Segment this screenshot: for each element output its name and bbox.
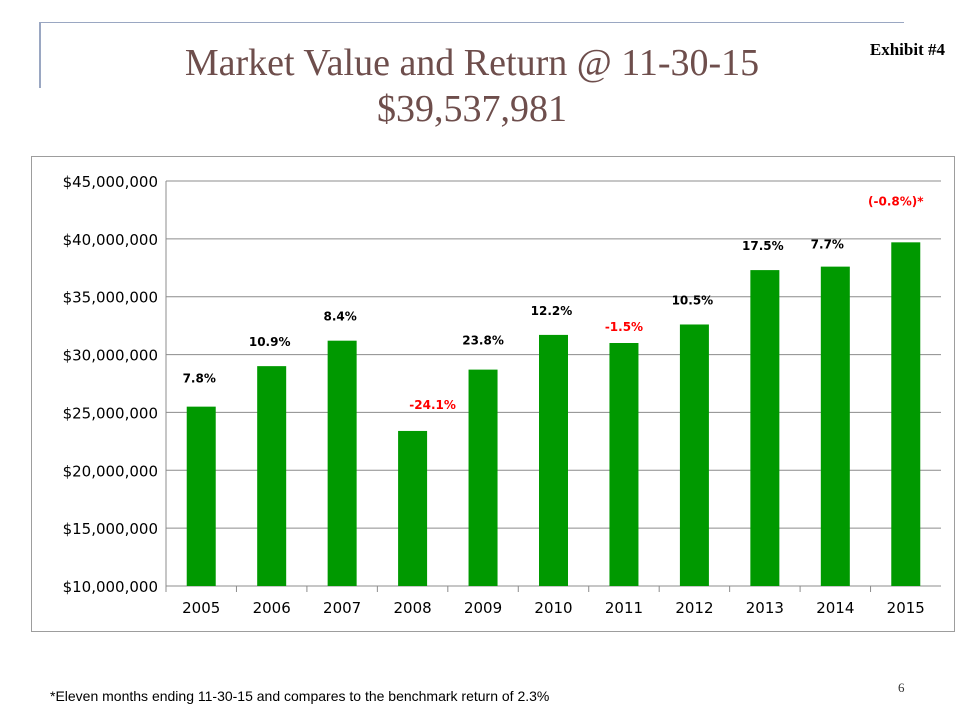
title-line-1: Market Value and Return @ 11-30-15 xyxy=(184,42,760,84)
slide-frame-left xyxy=(39,22,41,88)
y-tick-label: $20,000,000 xyxy=(63,462,158,480)
data-label-2010: 12.2% xyxy=(531,304,573,318)
bar-2013 xyxy=(750,270,780,586)
slide-title: Market Value and Return @ 11-30-15 $39,5… xyxy=(40,40,904,132)
y-tick-label: $40,000,000 xyxy=(63,231,158,249)
data-label-2014: 7.7% xyxy=(811,238,844,252)
bar-2012 xyxy=(679,324,709,586)
data-label-2008: -24.1% xyxy=(409,398,456,412)
x-tick-label: 2005 xyxy=(182,599,220,617)
data-label-2005: 7.8% xyxy=(183,372,216,386)
bar-2009 xyxy=(468,369,498,586)
data-label-2015: (-0.8%)* xyxy=(868,194,924,208)
bar-2015 xyxy=(891,242,921,586)
x-tick-label: 2014 xyxy=(816,599,854,617)
data-label-2013: 17.5% xyxy=(742,239,784,253)
y-tick-label: $45,000,000 xyxy=(63,173,158,191)
slide-frame-top xyxy=(40,22,904,23)
data-label-2012: 10.5% xyxy=(672,293,714,307)
y-tick-label: $25,000,000 xyxy=(63,404,158,422)
x-tick-label: 2015 xyxy=(887,599,925,617)
x-tick-label: 2011 xyxy=(605,599,643,617)
bar-2007 xyxy=(327,340,357,586)
bar-2008 xyxy=(398,430,428,586)
y-tick-label: $30,000,000 xyxy=(63,347,158,365)
x-tick-label: 2009 xyxy=(464,599,502,617)
y-tick-label: $15,000,000 xyxy=(63,520,158,538)
title-line-2: $39,537,981 xyxy=(377,88,567,130)
bar-2006 xyxy=(257,366,287,586)
x-tick-label: 2008 xyxy=(393,599,431,617)
market-value-chart: $10,000,000 $15,000,000 $20,000,000 $25,000… xyxy=(63,173,941,617)
x-tick-label: 2007 xyxy=(323,599,361,617)
x-tick-label: 2013 xyxy=(746,599,784,617)
bar-2005 xyxy=(186,406,216,586)
x-tick-label: 2006 xyxy=(253,599,291,617)
exhibit-label: Exhibit #4 xyxy=(869,40,945,59)
data-label-2007: 8.4% xyxy=(323,310,356,324)
bar-2014 xyxy=(820,266,850,586)
data-label-2009: 23.8% xyxy=(462,334,504,348)
page-number: 6 xyxy=(898,680,905,695)
bar-2011 xyxy=(609,343,639,586)
y-tick-label: $35,000,000 xyxy=(63,289,158,307)
x-tick-label: 2012 xyxy=(675,599,713,617)
footnote: *Eleven months ending 11-30-15 and compa… xyxy=(50,688,550,704)
data-label-2011: -1.5% xyxy=(605,320,643,334)
x-tick-label: 2010 xyxy=(534,599,572,617)
y-tick-label: $10,000,000 xyxy=(63,578,158,596)
data-label-2006: 10.9% xyxy=(249,335,291,349)
bar-2010 xyxy=(539,334,568,586)
